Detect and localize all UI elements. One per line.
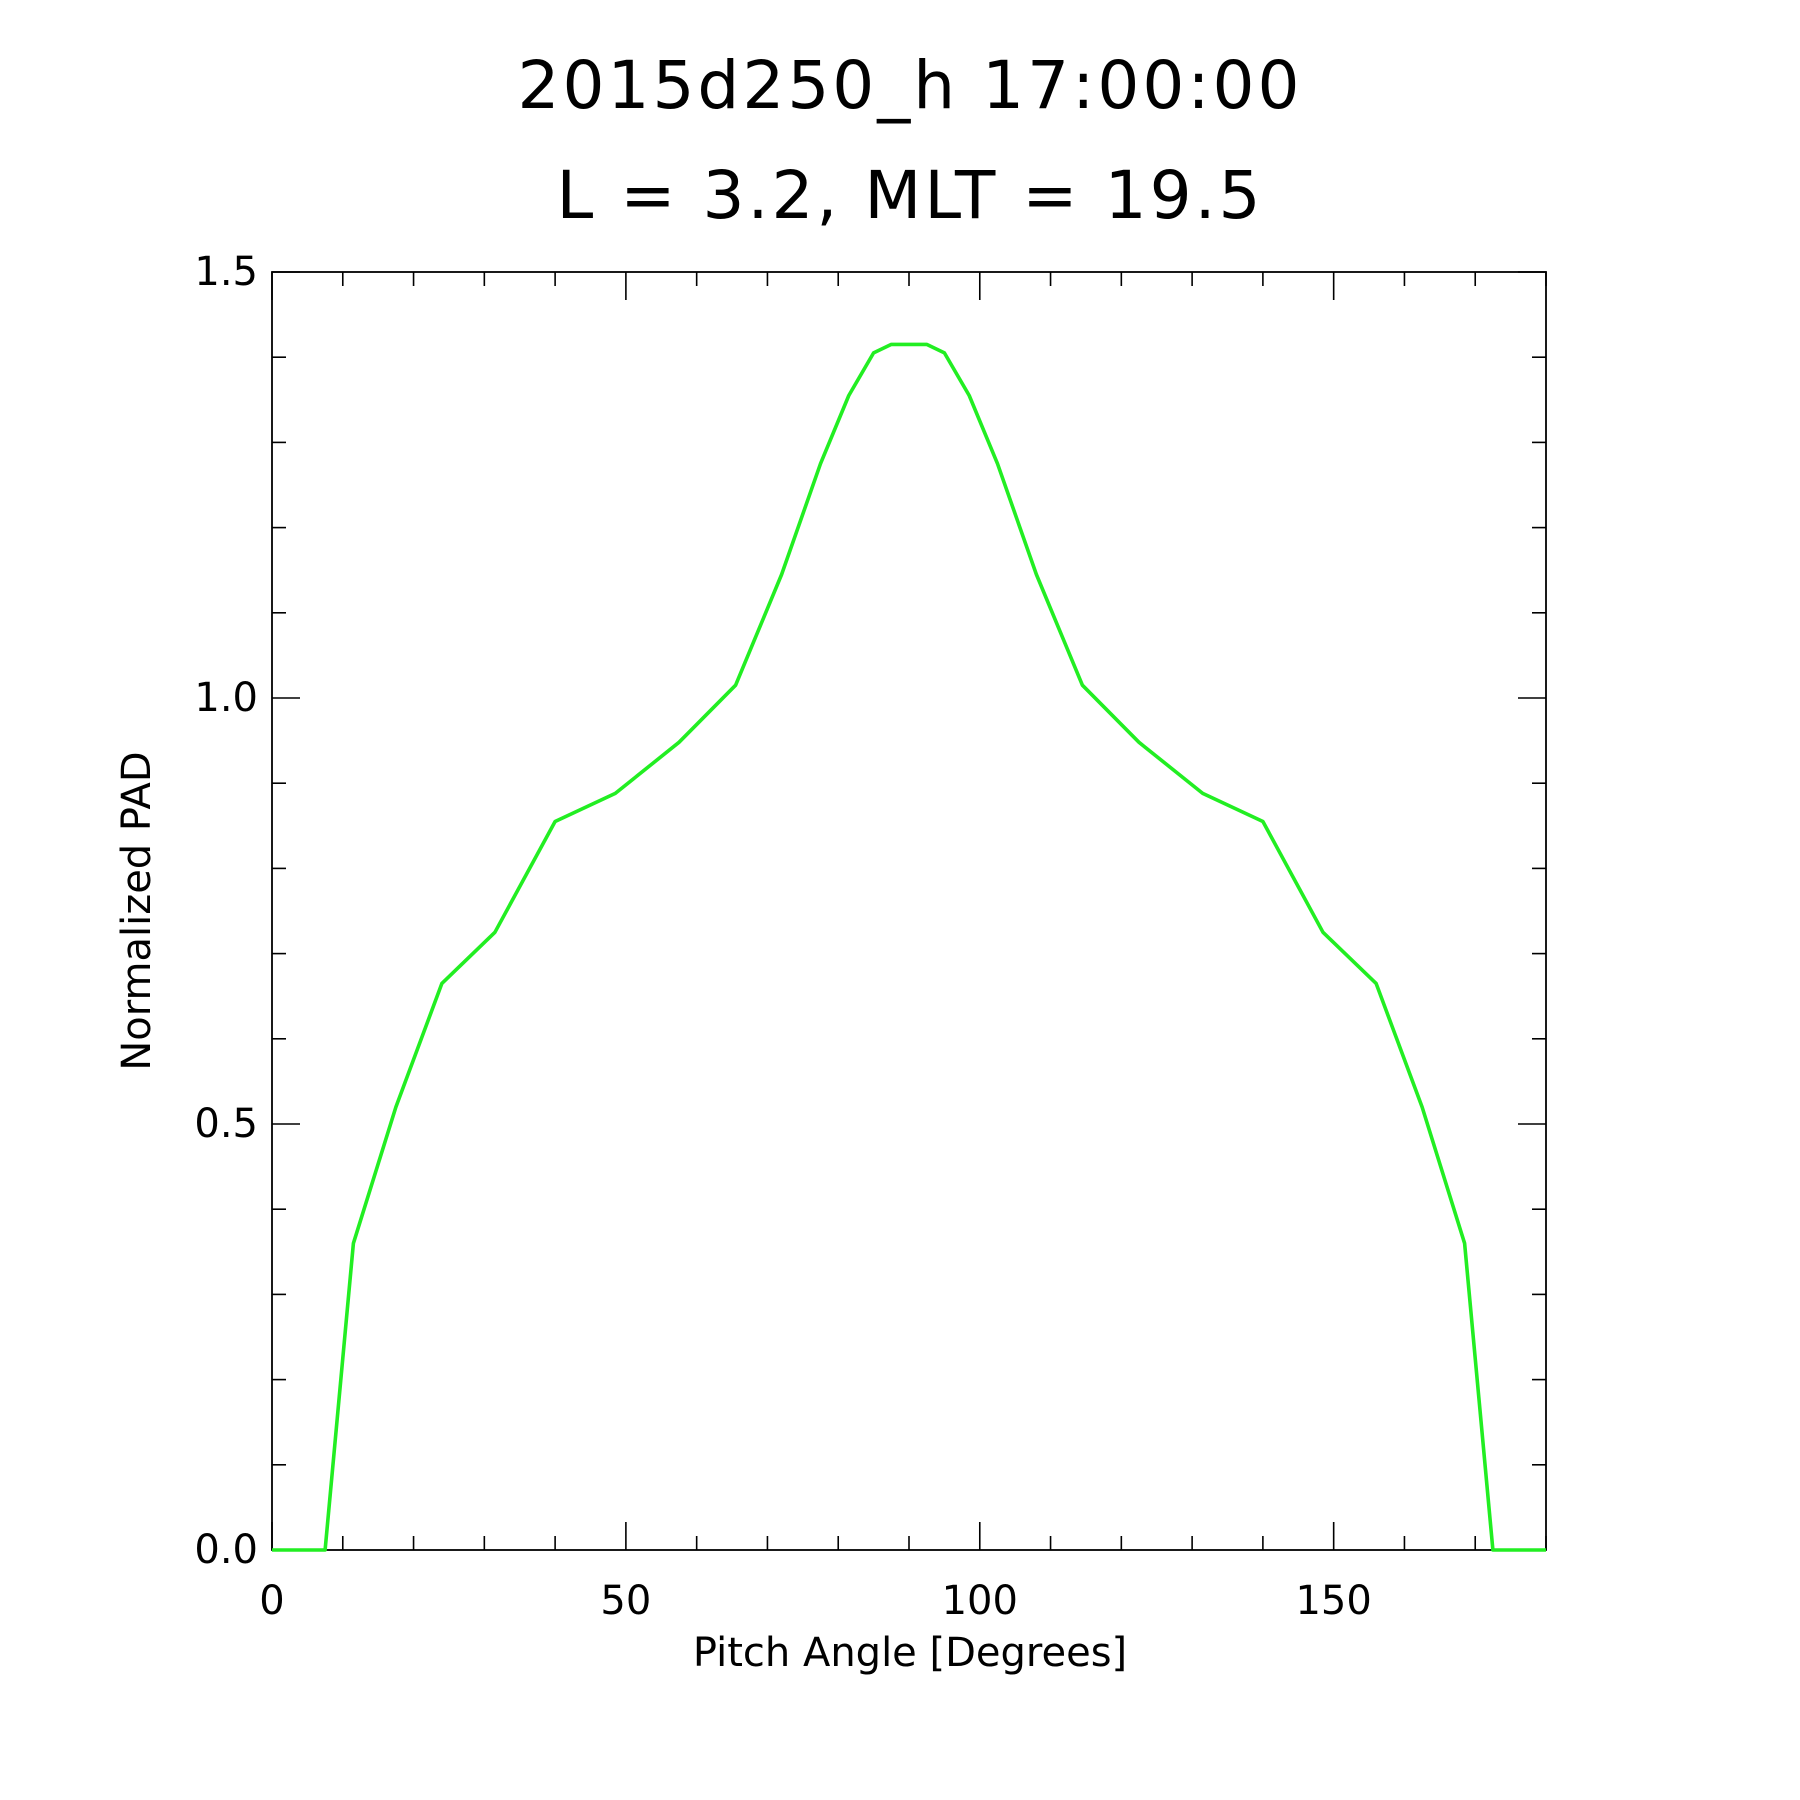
axis-tick-labels: 0 50 100 150 0.0 0.5 1.0 1.5	[194, 249, 1371, 1624]
x-axis-label: Pitch Angle [Degrees]	[693, 1630, 1127, 1676]
x-tick-label: 100	[942, 1578, 1018, 1624]
y-tick-label: 1.0	[194, 675, 258, 721]
y-tick-label: 1.5	[194, 249, 258, 295]
y-tick-label: 0.0	[194, 1527, 258, 1573]
x-tick-label: 50	[600, 1578, 651, 1624]
x-tick-label: 0	[259, 1578, 284, 1624]
y-axis-label: Normalized PAD	[114, 751, 160, 1070]
chart-title-line-1: 2015d250_h 17:00:00	[517, 47, 1302, 124]
plot-frame	[271, 271, 1547, 1551]
series-line	[272, 342, 1546, 1552]
x-tick-label: 150	[1295, 1578, 1371, 1624]
y-tick-label: 0.5	[194, 1101, 258, 1147]
series-group	[272, 342, 1546, 1552]
chart-title-line-2: L = 3.2, MLT = 19.5	[556, 157, 1263, 234]
axis-ticks	[271, 271, 1547, 1551]
